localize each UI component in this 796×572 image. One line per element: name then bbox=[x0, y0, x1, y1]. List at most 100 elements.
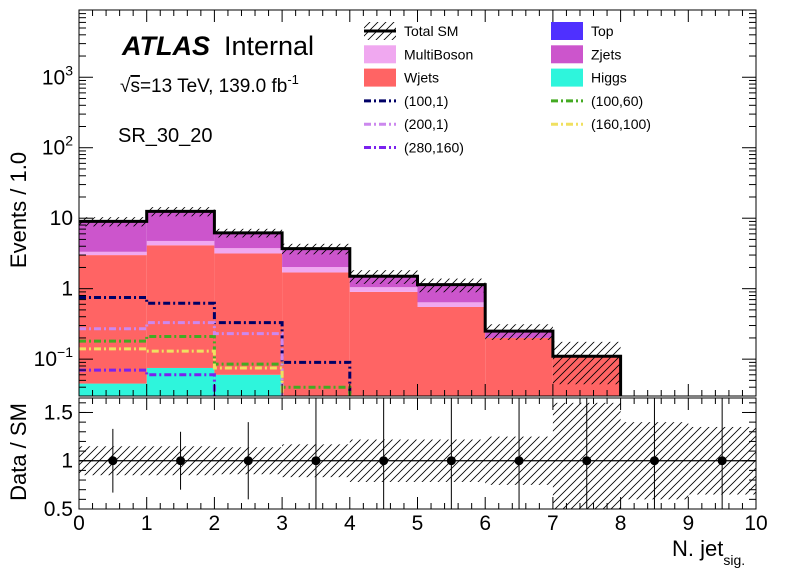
legend-swatch bbox=[551, 45, 583, 64]
legend-label: (100,60) bbox=[591, 93, 643, 109]
legend-item-wjets: Wjets bbox=[364, 68, 439, 87]
x-tick-label: 5 bbox=[412, 512, 424, 535]
legend-item-160-100: (160,100) bbox=[551, 116, 651, 132]
energy-label: √s=13 TeV, 139.0 fb-1 bbox=[120, 72, 299, 97]
legend-label: MultiBoson bbox=[404, 46, 473, 62]
ratio-data-point bbox=[446, 456, 456, 466]
x-axis-label-main: N. jet bbox=[672, 536, 723, 561]
x-axis-label: N. jetsig. bbox=[672, 536, 745, 568]
x-tick-label: 9 bbox=[682, 512, 694, 535]
ratio-data-point bbox=[243, 456, 253, 466]
uncertainty-band-bin-7 bbox=[552, 341, 621, 385]
bar-zjets-bin-1 bbox=[146, 211, 215, 241]
ratio-points bbox=[79, 398, 756, 509]
s-symbol: s bbox=[130, 76, 140, 97]
y-tick-base: 10 bbox=[42, 66, 65, 89]
x-tick-label: 2 bbox=[209, 512, 221, 535]
bar-wjets-bin-4 bbox=[349, 291, 418, 396]
bar-multiboson-bin-2 bbox=[214, 248, 283, 254]
x-tick-label: 4 bbox=[344, 512, 356, 535]
legend-item-280-160: (280,160) bbox=[364, 140, 464, 156]
legend-label: (200,1) bbox=[404, 116, 448, 132]
x-tick-label: 0 bbox=[73, 512, 85, 535]
ratio-plot-border bbox=[78, 397, 757, 510]
legend-label: Top bbox=[591, 23, 614, 39]
bar-wjets-bin-0 bbox=[79, 255, 147, 384]
legend-item-100-60: (100,60) bbox=[551, 93, 643, 109]
bar-multiboson-bin-4 bbox=[349, 287, 418, 292]
bar-multiboson-bin-0 bbox=[79, 251, 147, 256]
bar-multiboson-bin-3 bbox=[282, 267, 350, 273]
signal-line-200-1 bbox=[79, 321, 284, 396]
atlas-label: ATLAS bbox=[121, 31, 210, 61]
bar-higgs-bin-0 bbox=[79, 383, 147, 396]
ratio-y-tick-label: 1 bbox=[61, 450, 73, 473]
legend-item-top: Top bbox=[551, 22, 614, 40]
ratio-y-axis-label: Data / SM bbox=[6, 403, 31, 501]
legend-label: Higgs bbox=[591, 70, 627, 86]
x-tick-label: 10 bbox=[744, 512, 767, 535]
y-tick-base: 10 bbox=[34, 348, 57, 371]
bar-multiboson-bin-1 bbox=[146, 240, 215, 246]
legend: Total SM MultiBoson Wjets (100,1) (200,1) (28… bbox=[364, 22, 651, 156]
ratio-data-point bbox=[649, 456, 659, 466]
energy-lumi-superscript: -1 bbox=[287, 72, 299, 87]
x-tick-label: 7 bbox=[547, 512, 559, 535]
x-tick-label: 3 bbox=[276, 512, 288, 535]
legend-label: Zjets bbox=[591, 46, 621, 62]
legend-item-higgs: Higgs bbox=[551, 68, 627, 87]
ratio-data-point bbox=[176, 456, 186, 466]
ratio-data-point bbox=[582, 456, 592, 466]
energy-lumi-text: =13 TeV, 139.0 fb bbox=[140, 76, 287, 97]
region-label: SR_30_20 bbox=[118, 125, 213, 147]
y-tick-base: 10 bbox=[42, 137, 65, 160]
legend-item-200-1: (200,1) bbox=[364, 116, 448, 132]
x-tick-label: 8 bbox=[615, 512, 627, 535]
y-tick-exponent: 3 bbox=[65, 62, 73, 78]
ratio-data-point bbox=[514, 456, 524, 466]
total-sm-line bbox=[79, 209, 623, 396]
legend-label: (280,160) bbox=[404, 140, 464, 156]
main-data-layer bbox=[79, 207, 623, 396]
legend-swatch bbox=[551, 22, 583, 40]
y-tick-label: 10 bbox=[50, 207, 73, 230]
main-plot-border bbox=[78, 9, 757, 397]
sqrt-symbol: √ bbox=[120, 76, 131, 97]
legend-label: (160,100) bbox=[591, 116, 651, 132]
y-tick-label: 102 bbox=[42, 133, 73, 160]
ratio-axes: 0.5 1 1.5 0 1 2 3 4 5 6 7 8 9 10 bbox=[44, 398, 768, 535]
ratio-data-point bbox=[311, 456, 321, 466]
legend-swatch bbox=[364, 68, 396, 87]
bar-wjets-bin-5 bbox=[417, 306, 486, 396]
x-axis-label-subscript: sig. bbox=[723, 552, 745, 568]
ratio-y-tick-label: 1.5 bbox=[44, 401, 73, 424]
ratio-data-point bbox=[717, 456, 727, 466]
y-tick-label: 1 bbox=[61, 278, 73, 301]
bar-higgs-bin-2 bbox=[214, 374, 283, 396]
bar-wjets-bin-6 bbox=[485, 337, 553, 396]
legend-item-total-sm: Total SM bbox=[364, 22, 458, 40]
legend-label: Wjets bbox=[404, 70, 439, 86]
ratio-data-point bbox=[379, 456, 389, 466]
bar-wjets-bin-2 bbox=[214, 253, 283, 375]
signal-line-100-1 bbox=[79, 295, 352, 396]
series-multiboson bbox=[79, 240, 486, 307]
x-tick-label: 6 bbox=[479, 512, 491, 535]
legend-swatch bbox=[364, 45, 396, 64]
bar-higgs-bin-1 bbox=[146, 367, 215, 396]
legend-label: (100,1) bbox=[404, 93, 448, 109]
legend-item-multiboson: MultiBoson bbox=[364, 45, 473, 64]
legend-item-zjets: Zjets bbox=[551, 45, 621, 64]
x-tick-label: 1 bbox=[141, 512, 153, 535]
y-axis-label: Events / 1.0 bbox=[6, 152, 31, 268]
series-wjets bbox=[79, 245, 621, 396]
ratio-data-point bbox=[108, 456, 118, 466]
bar-wjets-bin-3 bbox=[282, 272, 350, 396]
legend-label: Total SM bbox=[404, 23, 458, 39]
legend-item-100-1: (100,1) bbox=[364, 93, 448, 109]
internal-label: Internal bbox=[224, 31, 314, 61]
